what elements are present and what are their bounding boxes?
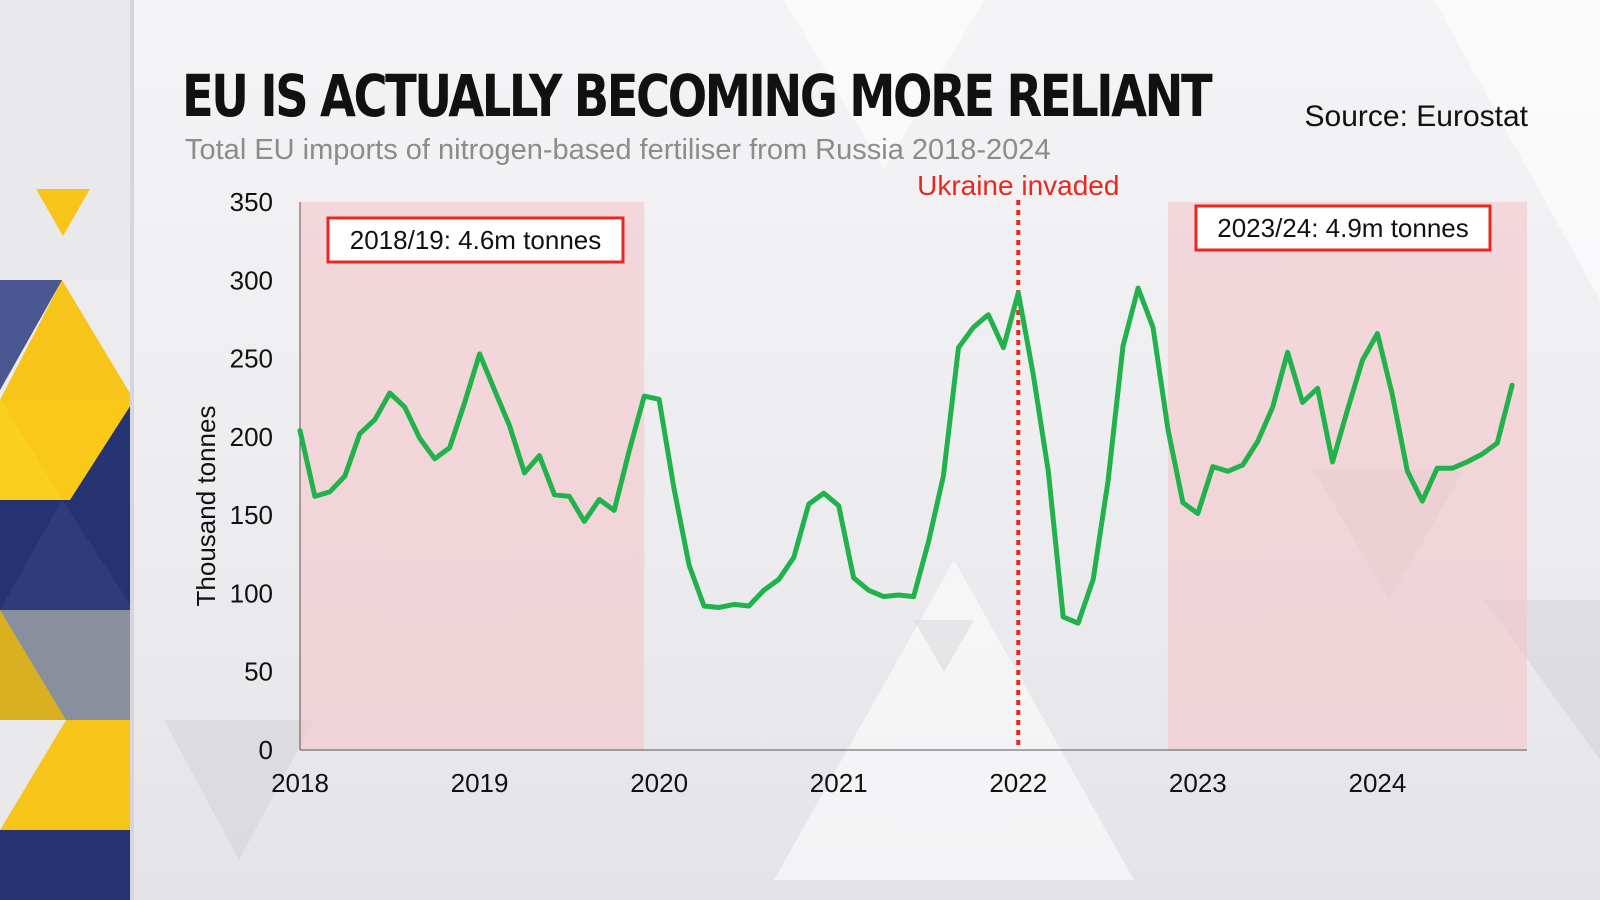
chart-subtitle: Total EU imports of nitrogen-based ferti… [185,134,1051,166]
y-axis-title: Thousand tonnes [191,406,221,607]
annotation-label-1: 2018/19: 4.6m tonnes [350,225,602,255]
y-tick-label: 300 [230,265,273,295]
x-tick-label: 2018 [271,768,329,798]
chart-title: EU IS ACTUALLY BECOMING MORE RELIANT [182,62,1213,130]
y-tick-label: 200 [230,422,273,452]
shaded-periods [300,202,1527,750]
annotation-boxes: 2018/19: 4.6m tonnes 2023/24: 4.9m tonnes [326,204,1492,264]
x-tick-label: 2023 [1169,768,1227,798]
shaded-region-1 [300,202,645,750]
left-decor-strip [0,0,134,900]
series-line-group [297,285,1515,626]
event-label: Ukraine invaded [917,170,1119,201]
annotation-box-2 [1194,204,1492,252]
annotation-box-1 [326,216,625,264]
y-tick-label: 0 [259,735,273,765]
y-tick-label: 250 [230,344,273,374]
chart-axes: 0 50 100 150 200 250 300 350 2018 2019 2020 2021 202… [191,187,1527,798]
x-tick-label: 2024 [1348,768,1406,798]
y-tick-label: 350 [230,187,273,217]
shaded-region-2 [1167,202,1527,750]
x-tick-label: 2020 [630,768,688,798]
x-tick-label: 2019 [451,768,509,798]
y-tick-label: 150 [230,500,273,530]
annotation-label-2: 2023/24: 4.9m tonnes [1217,213,1469,243]
source-label: Source: Eurostat [1304,100,1528,133]
series-line [297,285,1515,626]
x-tick-label: 2022 [989,768,1047,798]
x-tick-label: 2021 [810,768,868,798]
y-tick-label: 50 [244,657,273,687]
y-tick-label: 100 [230,578,273,608]
